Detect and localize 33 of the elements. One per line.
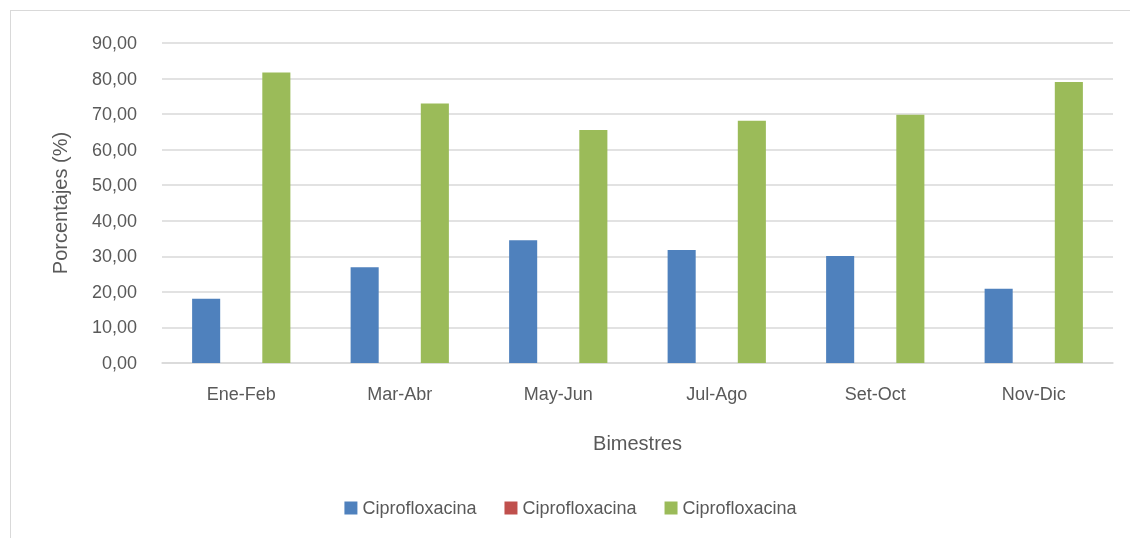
bar	[192, 298, 221, 363]
bar	[896, 114, 925, 363]
bar	[509, 240, 538, 363]
y-tick-label: 80,00	[91, 68, 137, 89]
bar	[420, 103, 449, 363]
y-axis-title: Porcentajes (%)	[49, 131, 71, 275]
y-tick-label: 0,00	[101, 353, 137, 373]
bar	[1054, 82, 1083, 363]
bar	[826, 255, 855, 363]
x-tick-label: Mar-Abr	[367, 384, 433, 404]
y-tick-label: 30,00	[91, 246, 137, 267]
bar	[262, 72, 291, 363]
x-tick-label: Nov-Dic	[1001, 384, 1066, 404]
legend-label: Ciprofloxacina	[522, 498, 638, 518]
y-tick-label: 60,00	[91, 139, 137, 160]
x-tick-label: Ene-Feb	[206, 384, 276, 404]
y-tick-label: 20,00	[91, 281, 137, 302]
bar	[350, 267, 379, 363]
bar	[667, 249, 696, 363]
x-axis-title: Bimestres	[593, 432, 682, 454]
x-tick-label: May-Jun	[523, 384, 593, 404]
x-tick-label: Jul-Ago	[686, 384, 748, 404]
y-tick-label: 50,00	[91, 175, 137, 196]
y-tick-label: 40,00	[91, 210, 137, 231]
bar	[579, 130, 608, 363]
bar	[737, 120, 766, 363]
y-tick-label: 10,00	[91, 317, 137, 338]
legend-label: Ciprofloxacina	[362, 498, 478, 518]
legend-label: Ciprofloxacina	[682, 498, 798, 518]
x-tick-label: Set-Oct	[844, 384, 906, 404]
bar	[984, 288, 1013, 363]
y-tick-label: 90,00	[91, 33, 137, 53]
y-tick-label: 70,00	[91, 104, 137, 125]
